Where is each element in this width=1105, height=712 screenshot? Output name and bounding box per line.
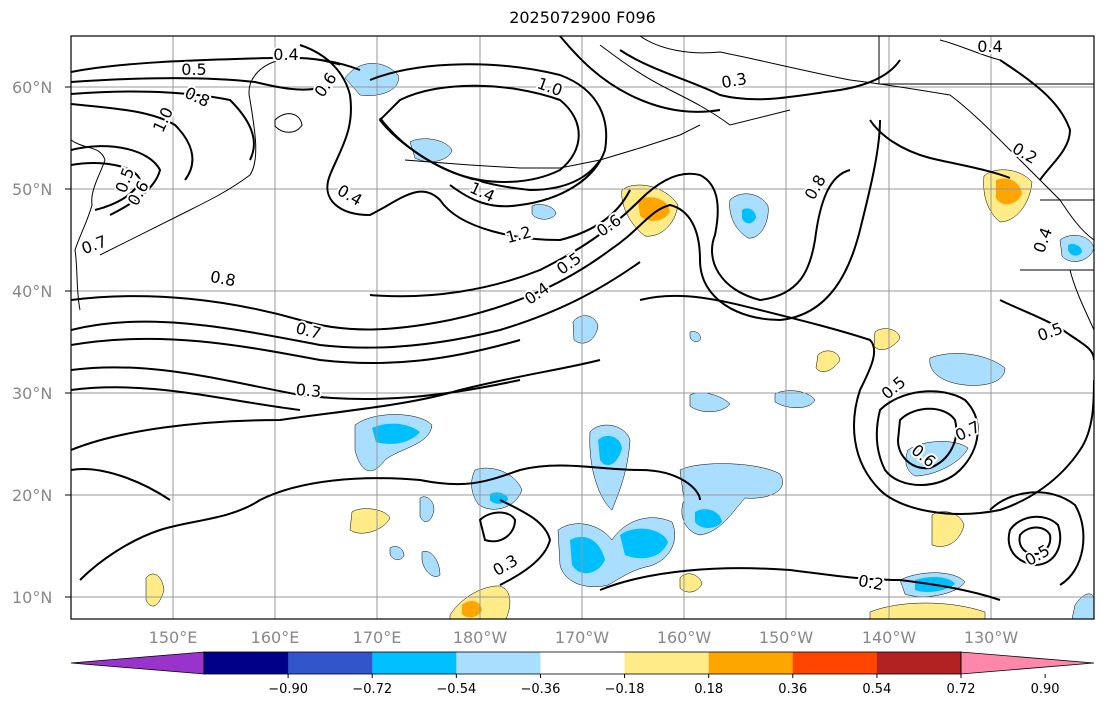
lon-label-160w: 160°W (657, 628, 712, 647)
map-content (71, 36, 1094, 619)
lat-label-10n: 10°N (12, 588, 52, 607)
colorbar: −0.90 −0.72 −0.54 −0.36 −0.18 0.18 0.36 0.54 0.7… (70, 651, 1095, 697)
gridlines (71, 36, 1094, 619)
colorbar-segment (540, 652, 626, 674)
contour-label: 0.2 (857, 571, 885, 594)
colorbar-tick-label: −0.90 (268, 682, 308, 697)
longitude-labels: 150°E 160°E 170°E 180°W 170°W 160°W 150°… (149, 628, 1019, 647)
lon-label-180w: 180°W (453, 628, 508, 647)
map-border (70, 35, 1095, 620)
colorbar-segment (204, 652, 289, 674)
shaded-anomalies (145, 63, 1094, 619)
contour-label: 0.4 (977, 37, 1002, 56)
colorbar-tick-label: 0.54 (862, 682, 891, 697)
contour-label: 0.5 (181, 60, 206, 79)
colorbar-tick-label: −0.54 (436, 682, 476, 697)
colorbar-segment (876, 652, 962, 674)
coastlines (71, 36, 1094, 331)
colorbar-segments (70, 651, 1095, 675)
colorbar-segment (708, 652, 794, 674)
colorbar-tick-label: −0.18 (605, 682, 645, 697)
lon-label-130w: 130°W (964, 628, 1019, 647)
colorbar-segment (624, 652, 710, 674)
colorbar-segment (456, 652, 541, 674)
colorbar-tick-label: −0.36 (521, 682, 561, 697)
lat-label-30n: 30°N (12, 384, 52, 403)
lat-label-40n: 40°N (12, 282, 52, 301)
colorbar-segment (288, 652, 373, 674)
colorbar-extend-max (960, 651, 1095, 675)
colorbar-segment (372, 652, 457, 674)
map-title: 2025072900 F096 (509, 8, 656, 27)
colorbar-ticks: −0.90 −0.72 −0.54 −0.36 −0.18 0.18 0.36 0.54 0.7… (268, 674, 1060, 697)
contour-label: 0.3 (720, 69, 748, 92)
latitude-labels: 60°N 50°N 40°N 30°N 20°N 10°N (12, 78, 52, 607)
axis-ticks (65, 86, 71, 598)
colorbar-tick-label: −0.72 (352, 682, 392, 697)
lon-label-150w: 150°W (759, 628, 814, 647)
colorbar-tick-label: 0.72 (947, 682, 976, 697)
colorbar-segment (792, 652, 878, 674)
colorbar-tick-label: 0.90 (1031, 682, 1060, 697)
lon-label-170e: 170°E (353, 628, 402, 647)
contour-label: 0.3 (295, 380, 322, 401)
contour-label: 0.4 (273, 45, 298, 64)
lat-label-20n: 20°N (12, 486, 52, 505)
colorbar-border (203, 651, 962, 675)
colorbar-tick-label: 0.36 (778, 682, 807, 697)
colorbar-tick-label: 0.18 (694, 682, 723, 697)
colorbar-extend-min (70, 651, 205, 675)
lat-label-60n: 60°N (12, 78, 52, 97)
lon-label-170w: 170°W (555, 628, 610, 647)
contour-lines (71, 36, 1094, 601)
lon-label-150e: 150°E (149, 628, 198, 647)
lon-label-160e: 160°E (251, 628, 300, 647)
lon-label-140w: 140°W (862, 628, 917, 647)
lat-label-50n: 50°N (12, 180, 52, 199)
